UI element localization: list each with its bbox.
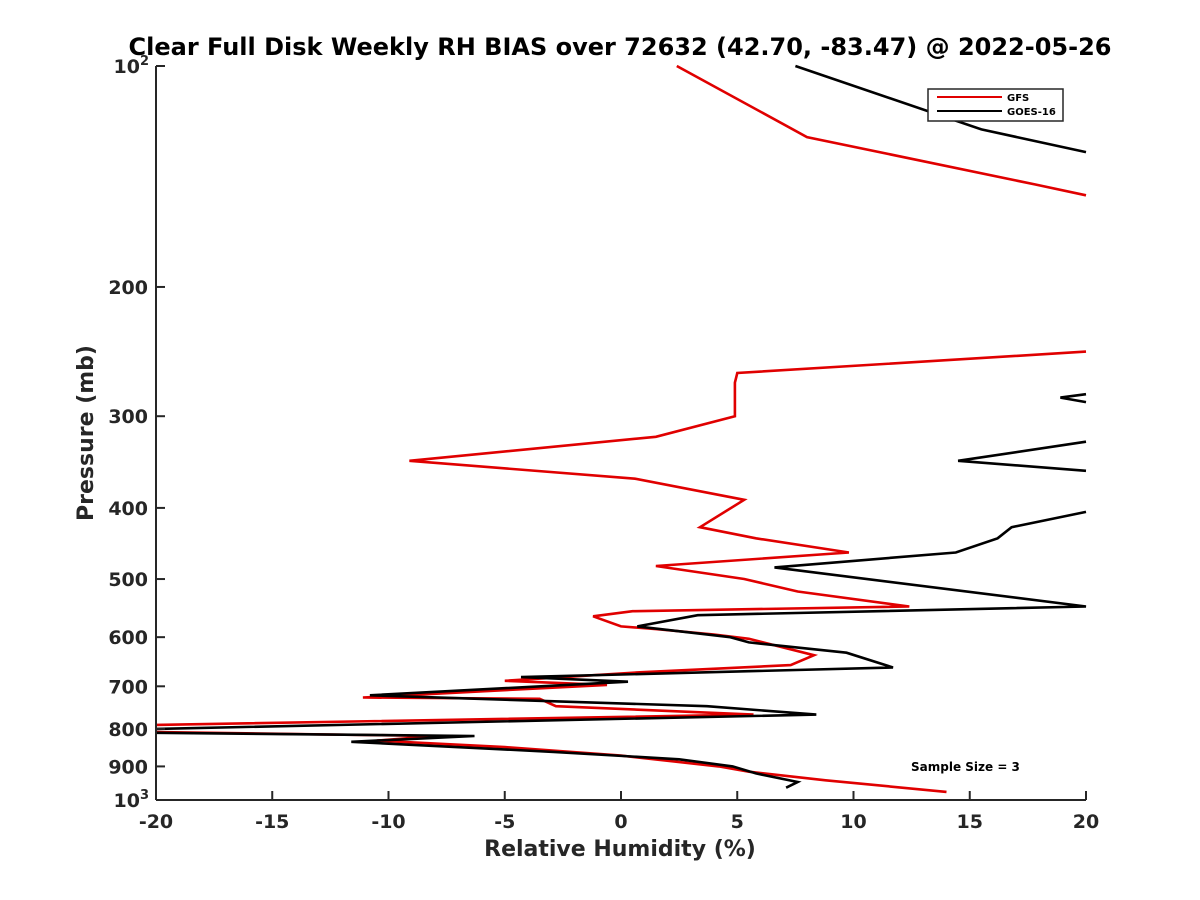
y-ticks: 102 200 300 400 500 600 700 800 900 103 (108, 54, 165, 812)
legend-box (927, 88, 1064, 122)
y-tick-label: 102 (114, 54, 150, 78)
y-tick-label: 700 (108, 676, 148, 698)
chart-title: Clear Full Disk Weekly RH BIAS over 7263… (129, 33, 1112, 61)
y-tick-label: 900 (108, 756, 148, 778)
legend-label-goes16: GOES-16 (1007, 107, 1056, 118)
x-tick-label: -10 (371, 811, 405, 833)
x-ticks: -20 -15 -10 -5 0 5 10 15 20 (139, 791, 1099, 833)
series-line-goes16-segment-1 (1060, 392, 1087, 404)
y-tick-label: 103 (114, 788, 150, 812)
x-tick-label: 5 (731, 811, 744, 833)
series-line-gfs-segment-1 (155, 350, 1087, 727)
x-tick-label: -15 (255, 811, 289, 833)
x-tick-label: 20 (1073, 811, 1099, 833)
x-tick-label: 0 (614, 811, 627, 833)
y-tick-label: 800 (108, 719, 148, 741)
sample-size-annotation: Sample Size = 3 (911, 760, 1020, 774)
series-line-gfs-segment-2 (155, 730, 947, 794)
y-tick-label: 300 (108, 406, 148, 428)
x-axis-label: Relative Humidity (%) (484, 837, 756, 862)
y-tick-label: 600 (108, 627, 148, 649)
series-line-goes16-segment-0 (794, 64, 1087, 154)
series-layer (155, 64, 1087, 794)
legend: GFS GOES-16 (927, 88, 1064, 122)
x-tick-label: -5 (494, 811, 515, 833)
series-line-goes16-segment-4 (155, 731, 802, 789)
x-tick-label: 10 (840, 811, 866, 833)
y-tick-label: 200 (108, 277, 148, 299)
x-tick-label: 15 (957, 811, 983, 833)
y-tick-label: 400 (108, 498, 148, 520)
y-tick-label: 500 (108, 569, 148, 591)
x-tick-label: -20 (139, 811, 173, 833)
series-line-goes16-segment-2 (957, 440, 1087, 473)
legend-label-gfs: GFS (1007, 93, 1029, 104)
series-line-goes16-segment-3 (155, 510, 1087, 731)
y-axis-label: Pressure (mb) (74, 345, 99, 521)
series-line-gfs-segment-0 (676, 64, 1087, 197)
